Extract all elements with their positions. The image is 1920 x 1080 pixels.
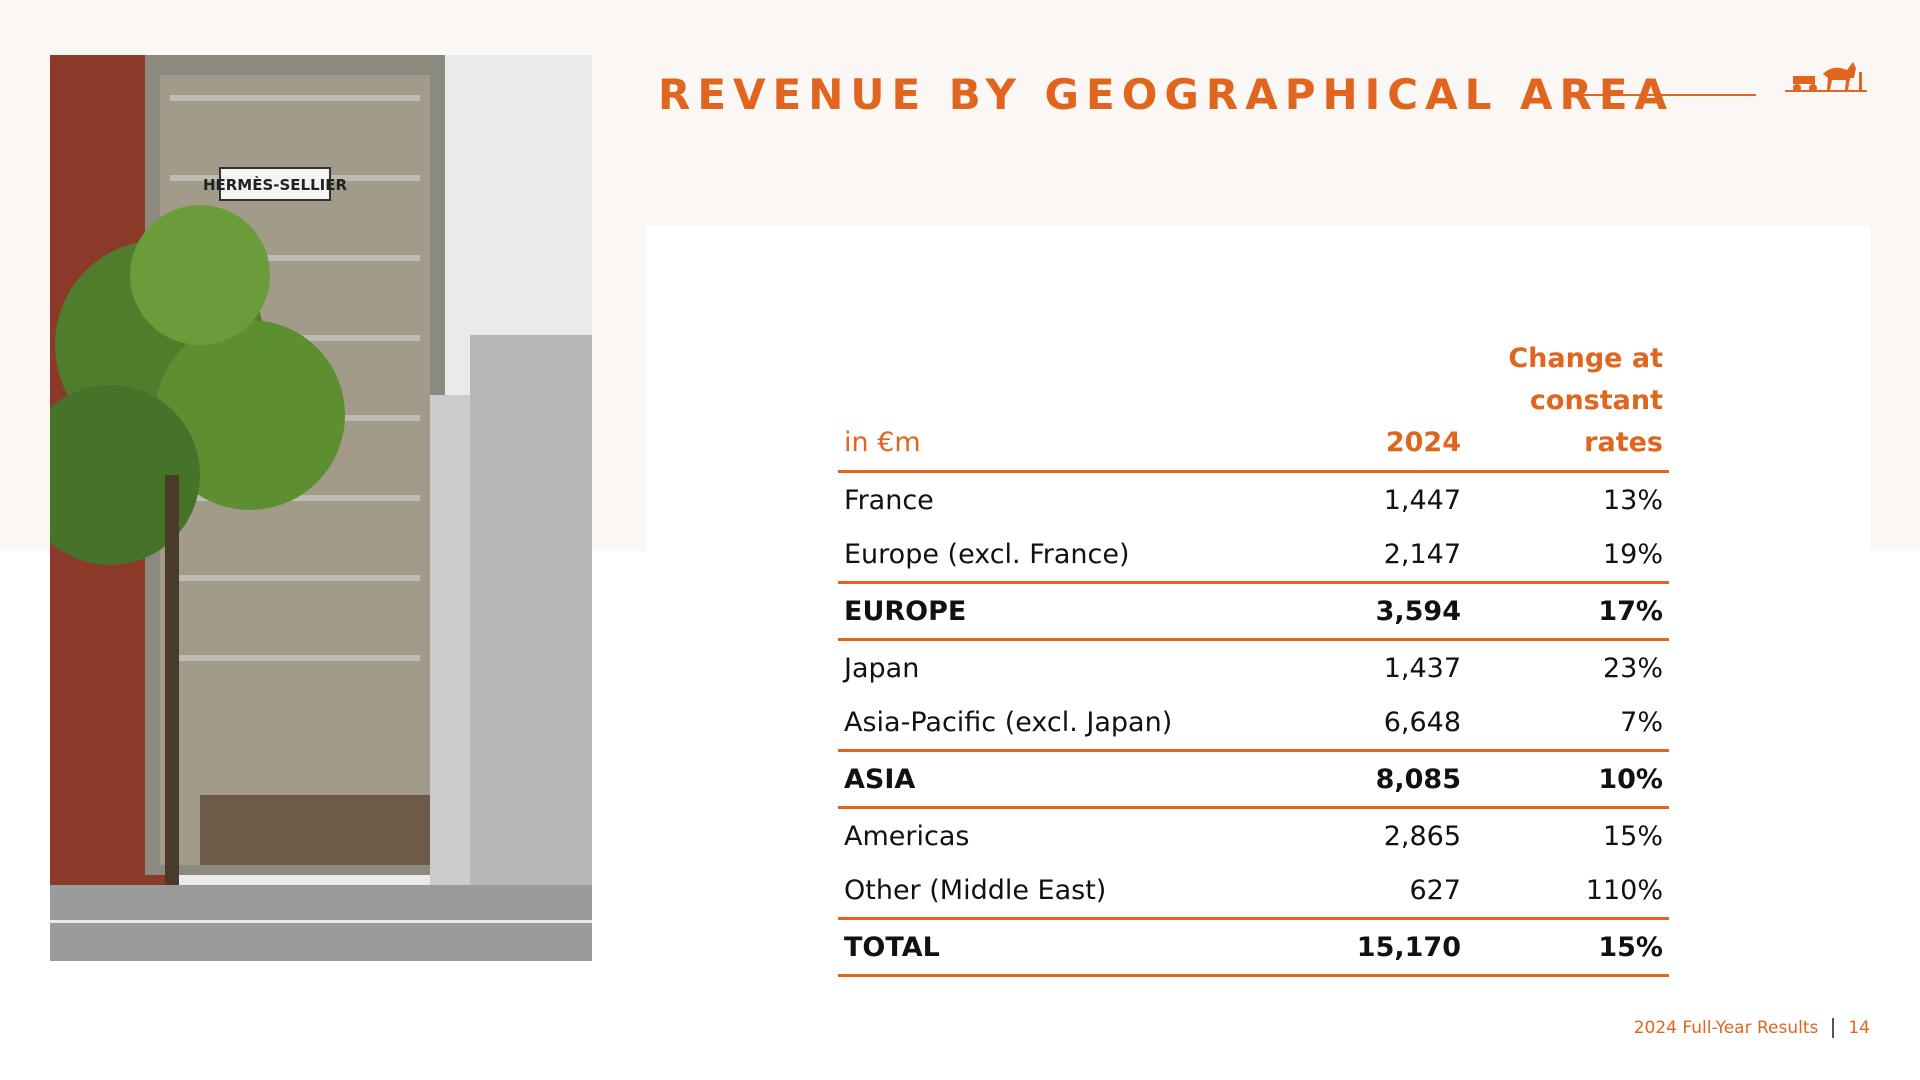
- column-header: in €m: [838, 338, 1307, 473]
- cell-label: France: [844, 484, 934, 516]
- cell-change: 19%: [1602, 538, 1663, 570]
- cell-label: Americas: [844, 820, 970, 852]
- total-row: EUROPE 3,594 17%: [838, 581, 1669, 641]
- table-row: Asia-Pacific (excl. Japan) 6,648 7%: [838, 695, 1669, 751]
- page-number: 14: [1848, 1018, 1870, 1038]
- cell-revenue: 2,147: [1383, 538, 1461, 570]
- cell-change: 7%: [1620, 706, 1663, 738]
- title-rule: [1576, 94, 1756, 96]
- cell-revenue: 3,594: [1306, 581, 1467, 641]
- table-row: Other (Middle East) 627 110%: [838, 863, 1669, 919]
- footer-separator: [1832, 1018, 1835, 1038]
- total-row: ASIA 8,085 10%: [838, 749, 1669, 809]
- cell-change: 17%: [1467, 581, 1669, 641]
- cell-change: 15%: [1467, 917, 1669, 977]
- table-row: France 1,447 13%: [838, 472, 1669, 528]
- footer-text: 2024 Full-Year Results: [1633, 1018, 1819, 1038]
- revenue-table: in €m 2024 Change at constant rates France…: [838, 338, 1669, 977]
- column-header: 2024: [1306, 338, 1467, 473]
- cell-revenue: 627: [1409, 874, 1461, 906]
- cell-change: 15%: [1602, 820, 1663, 852]
- photo-sign: HERMÈS-SELLIER: [203, 175, 348, 194]
- slide-title: REVENUE BY GEOGRAPHICAL AREA: [658, 70, 1675, 119]
- cell-label: Europe (excl. France): [844, 538, 1130, 570]
- cell-change: 13%: [1602, 484, 1663, 516]
- cell-label: TOTAL: [838, 917, 1307, 977]
- cell-revenue: 1,437: [1383, 652, 1461, 684]
- cell-label: Japan: [844, 652, 920, 684]
- table-row: Americas 2,865 15%: [838, 808, 1669, 864]
- cell-change: 23%: [1602, 652, 1663, 684]
- cell-change: 10%: [1467, 749, 1669, 809]
- cell-label: ASIA: [838, 749, 1307, 809]
- cell-label: Asia-Pacific (excl. Japan): [844, 706, 1173, 738]
- cell-change: 110%: [1585, 874, 1663, 906]
- cell-revenue: 15,170: [1306, 917, 1467, 977]
- column-header: Change at constant rates: [1467, 338, 1669, 473]
- cell-revenue: 8,085: [1306, 749, 1467, 809]
- total-row: TOTAL 15,170 15%: [838, 917, 1669, 977]
- store-photo: HERMÈS-SELLIER: [50, 55, 592, 961]
- logo: [1785, 62, 1867, 92]
- table-row: Japan 1,437 23%: [838, 640, 1669, 696]
- cell-revenue: 1,447: [1383, 484, 1461, 516]
- footer: 2024 Full-Year Results 14: [1634, 1018, 1870, 1038]
- cell-label: Other (Middle East): [844, 874, 1107, 906]
- cell-revenue: 6,648: [1383, 706, 1461, 738]
- cell-label: EUROPE: [838, 581, 1307, 641]
- cell-revenue: 2,865: [1383, 820, 1461, 852]
- table-row: Europe (excl. France) 2,147 19%: [838, 527, 1669, 583]
- table-header: in €m 2024 Change at constant rates: [838, 338, 1669, 473]
